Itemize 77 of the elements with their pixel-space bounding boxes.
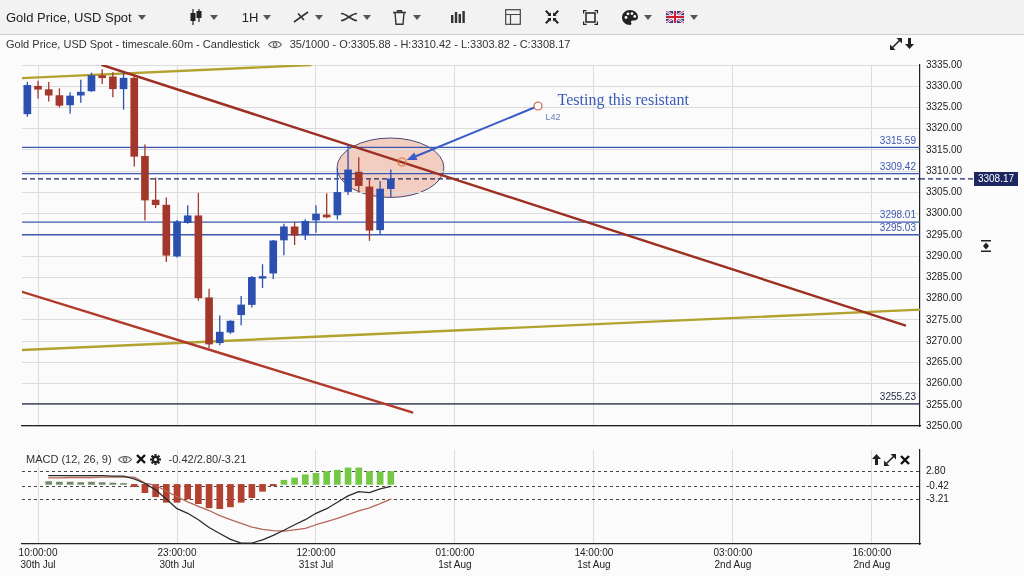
bar: [301, 474, 309, 485]
x-tick-label: 12:00:00 31st Jul: [296, 546, 336, 570]
annotation: L42: [545, 111, 561, 122]
y-tick-label: 3270.00: [926, 334, 963, 346]
x-tick-label: 16:00:00 2nd Aug: [852, 546, 892, 570]
bar: [355, 467, 363, 485]
chart-title: MACD (12, 26, 9): [26, 453, 112, 465]
y-tick-label: 3330.00: [926, 79, 963, 91]
candlestick: [258, 263, 267, 289]
y-tick-label: 3250.00: [926, 419, 963, 431]
x-tick-label: 23:00:00 30th Jul: [157, 546, 197, 570]
y-tick-label: 3280.00: [926, 292, 963, 304]
y-tick-label: 3295.00: [926, 228, 963, 240]
ref-line-label: 3308.17: [977, 173, 1015, 185]
bar: [259, 484, 266, 492]
y-tick-label: 3315.00: [926, 143, 963, 155]
bar: [387, 471, 395, 485]
ref-line-label: 3295.03: [879, 222, 917, 233]
y-tick-label: 3290.00: [926, 249, 963, 261]
x-tick-label: 01:00:00 1st Aug: [435, 546, 475, 570]
y-tick-label: 3260.00: [926, 377, 963, 389]
y-tick-label: 3335.00: [926, 58, 963, 70]
bar: [88, 481, 95, 485]
x-tick-label: 03:00:00 2nd Aug: [713, 546, 753, 570]
bar: [334, 469, 341, 485]
text: 35/1000 - O:3305.88 - H:3310.42 - L:3303.82 - C:3308.17: [289, 38, 571, 50]
y-tick-label: -3.21: [926, 492, 950, 504]
y-tick-label: 3255.00: [926, 398, 963, 410]
bar: [280, 479, 288, 485]
y-tick-label: 3275.00: [926, 313, 963, 325]
ref-line-label: 3309.42: [879, 160, 917, 172]
bar: [45, 481, 53, 485]
y-tick-label: 3305.00: [926, 186, 963, 198]
text: 1H: [241, 9, 259, 25]
bar: [248, 484, 256, 499]
y-tick-label: 3285.00: [926, 271, 963, 283]
candlestick: [301, 218, 310, 241]
bar: [312, 473, 320, 485]
y-tick-label: 3320.00: [926, 122, 963, 134]
candlestick: [183, 204, 192, 225]
bar: [323, 471, 331, 485]
bar: [195, 484, 202, 504]
y-tick-label: -0.42: [926, 480, 950, 492]
ref-line-label: 3298.01: [879, 209, 917, 221]
x-tick-label: 14:00:00 1st Aug: [574, 546, 614, 570]
candlestick: [215, 314, 224, 346]
y-tick-label: 3265.00: [926, 356, 963, 368]
candlestick: [130, 73, 139, 168]
chart-subtitle: Gold Price, USD Spot - timescale.60m - Candlestick: [6, 38, 260, 50]
bar: [227, 484, 234, 508]
ref-line-label: 3255.23: [879, 391, 917, 403]
annotation: Testing this resistant: [557, 91, 690, 110]
candlestick: [162, 196, 171, 263]
bar: [291, 477, 298, 485]
bar: [66, 481, 74, 485]
bar: [98, 482, 106, 485]
ref-line-label: 3315.59: [879, 134, 917, 146]
y-tick-label: 3310.00: [926, 164, 963, 176]
candlestick: [269, 239, 278, 280]
x-tick-label: 10:00:00 30th Jul: [18, 546, 58, 570]
chart-title: Gold Price, USD Spot: [6, 9, 132, 25]
bar: [376, 471, 384, 485]
y-tick-label: 3300.00: [926, 207, 963, 219]
y-tick-label: 3325.00: [926, 101, 963, 113]
bar: [237, 484, 245, 503]
bar: [366, 471, 373, 485]
bar: [269, 484, 277, 487]
bar: [184, 484, 192, 500]
bar: [130, 484, 138, 488]
bar: [216, 484, 224, 510]
y-tick-label: 2.80: [926, 465, 946, 477]
bar: [56, 481, 63, 485]
chart-subtitle: -0.42/2.80/-3.21: [168, 453, 247, 465]
bar: [77, 482, 85, 485]
bar: [205, 484, 213, 509]
candlestick: [354, 156, 363, 194]
candlestick: [248, 275, 256, 309]
